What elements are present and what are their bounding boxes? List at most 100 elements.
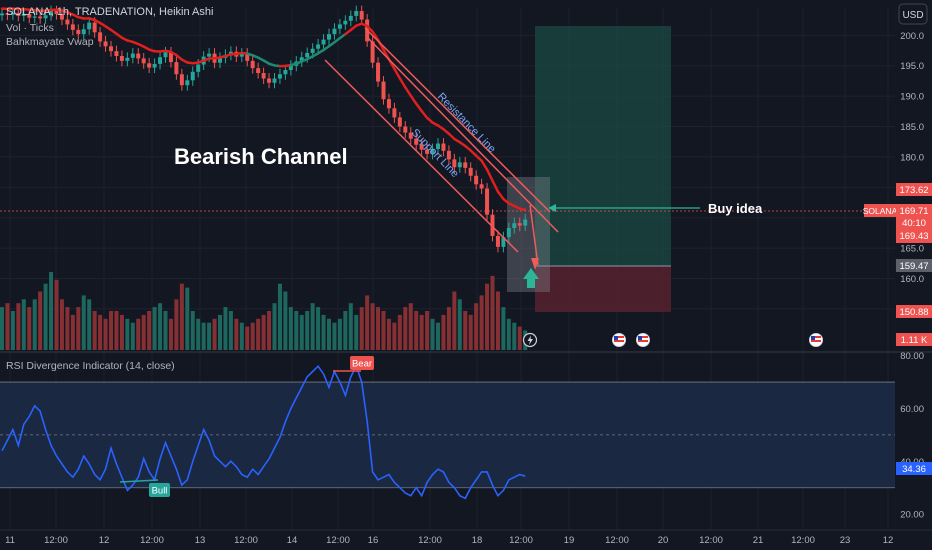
time-tick-label: 13 [195, 535, 206, 546]
candle-body [54, 11, 59, 15]
candle-body [397, 117, 402, 127]
candle-body [485, 188, 490, 215]
volume-bar [76, 307, 81, 350]
time-tick-label: 20 [658, 535, 669, 546]
bar-countdown: 40:10 [902, 218, 926, 229]
time-tick-label: 12:00 [140, 535, 164, 546]
bear-divergence-label: Bear [352, 359, 372, 370]
candle-body [517, 223, 522, 226]
resistance-line[interactable] [364, 27, 551, 213]
support-line[interactable] [324, 59, 519, 253]
volume-bar [463, 311, 468, 350]
volume-bar [359, 307, 364, 350]
price-tick-label: 185.0 [900, 122, 924, 133]
candle-body [218, 57, 222, 63]
currency-button-label[interactable]: USD [902, 10, 923, 21]
currency-button[interactable] [898, 3, 928, 25]
volume-bar [316, 307, 321, 350]
volume-bar [370, 303, 375, 350]
candle-body [163, 52, 168, 58]
volume-bar [397, 314, 402, 350]
volume-bar [0, 307, 4, 350]
volume-bar [196, 318, 201, 350]
candle-body [348, 15, 353, 21]
buy-idea-label[interactable]: Buy idea [708, 201, 763, 216]
volume-bar [185, 287, 190, 350]
symbol-badge [864, 204, 896, 217]
projection-arrowhead-icon [531, 258, 539, 270]
candle-body [87, 22, 92, 30]
time-axis[interactable]: 11 12:00 12 12:00 13 12:00 14 12:00 16 12:00 18 12:… [5, 535, 893, 546]
candle-body [5, 13, 10, 15]
candle-body [512, 223, 517, 229]
candle-body [10, 12, 15, 15]
volume-bar [321, 314, 326, 350]
last-price-value: 169.71 [899, 206, 928, 217]
candlesticks [0, 5, 528, 253]
buy-arrow-icon [523, 268, 539, 288]
candle-body [392, 108, 397, 118]
candle-body [408, 132, 413, 139]
position-loss-zone[interactable] [535, 266, 671, 312]
vwap-segment [409, 94, 418, 105]
candle-body [179, 74, 184, 86]
candle-body [403, 126, 408, 133]
candle-body [49, 11, 54, 16]
volume-bar [517, 326, 522, 350]
resistance-line-upper[interactable] [367, 37, 559, 233]
candle-body [125, 57, 130, 61]
candle-body [76, 29, 81, 35]
candle-body [0, 13, 4, 16]
volume-bar [114, 311, 119, 350]
volume-indicator-legend[interactable]: Vol · Ticks [6, 22, 54, 34]
time-tick-label: 14 [287, 535, 298, 546]
volume-bar [490, 275, 495, 350]
projection-line [529, 204, 539, 266]
candle-body [207, 53, 212, 57]
volume-bar [419, 314, 424, 350]
candle-body [21, 14, 26, 16]
volume-bar [49, 272, 54, 350]
us-flag-canton-icon [638, 336, 642, 340]
vwap-segment [518, 207, 527, 212]
candle-body [354, 11, 359, 16]
event-icons[interactable] [522, 332, 823, 348]
vwap-indicator-legend[interactable]: Bahkmayate Vwap [6, 36, 94, 48]
us-flag-stripe-icon [614, 340, 624, 342]
candle-body [70, 24, 75, 30]
volume-bar [190, 311, 195, 350]
candle-body [490, 214, 495, 236]
rsi-value-badge [896, 462, 932, 475]
candle-body [283, 70, 288, 75]
candle-body [419, 144, 424, 150]
symbol-badge-label: SOLANA [863, 206, 898, 216]
candle-body [130, 53, 135, 58]
time-tick-label: 12:00 [418, 535, 442, 546]
candle-body [16, 12, 21, 16]
volume-bar [261, 314, 266, 350]
candle-body [468, 167, 473, 176]
entry-level-value: 159.47 [899, 261, 928, 272]
volume-bar [310, 303, 315, 350]
rsi-panel-title[interactable]: RSI Divergence Indicator (14, close) [6, 360, 175, 372]
price-tick-label: 180.0 [900, 152, 924, 163]
pattern-title[interactable]: Bearish Channel [174, 144, 348, 169]
chart-title[interactable]: SOLANA, 1h, TRADENATION, Heikin Ashi [6, 6, 213, 18]
bull-divergence-line [119, 479, 159, 483]
candle-body [501, 237, 506, 247]
candle-body [185, 80, 190, 86]
vwap-segment [393, 67, 402, 80]
volume-bar [501, 307, 506, 350]
candle-body [114, 51, 119, 57]
buy-idea-arrow-icon [548, 204, 556, 212]
vwap-segment [365, 24, 374, 34]
volume-bar [43, 283, 48, 350]
time-tick-label: 12:00 [509, 535, 533, 546]
volume-bar [446, 307, 451, 350]
candle-body [337, 24, 342, 29]
volume-bar [168, 318, 173, 350]
candle-body [446, 150, 451, 160]
volume-bar [457, 299, 462, 350]
position-profit-zone[interactable] [535, 26, 671, 266]
